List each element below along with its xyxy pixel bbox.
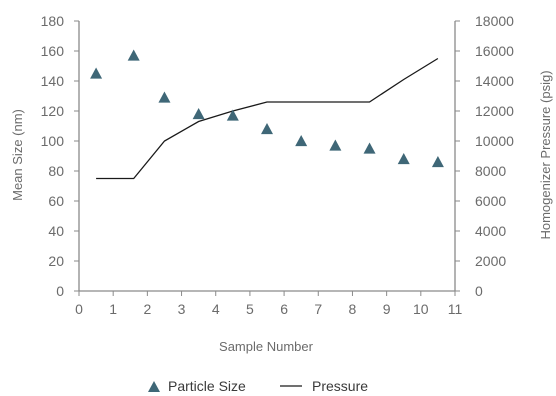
y-tick-label: 160 [41,43,65,59]
legend: Particle Size Pressure [148,378,368,394]
y2-tick-label: 6000 [475,193,506,209]
y2-tick-label: 16000 [475,43,514,59]
x-tick-label: 10 [413,301,429,317]
particle-size-point [192,108,205,120]
x-axis-title: Sample Number [219,339,314,354]
x-axis-ticks: 0 1 2 3 4 5 6 7 8 9 10 11 [75,291,462,317]
particle-size-point [329,139,342,151]
particle-size-point [226,109,239,121]
y-tick-label: 180 [41,13,65,29]
y-tick-label: 100 [41,133,65,149]
x-tick-label: 1 [109,301,117,317]
y-tick-label: 60 [48,193,64,209]
y-tick-label: 20 [48,253,64,269]
axes [78,21,456,292]
y-tick-label: 140 [41,73,65,89]
y2-tick-label: 4000 [475,223,506,239]
x-tick-label: 8 [349,301,357,317]
y2-tick-label: 14000 [475,73,514,89]
x-tick-label: 2 [143,301,151,317]
x-tick-label: 11 [448,301,463,317]
y-tick-label: 40 [48,223,64,239]
y2-tick-label: 0 [475,283,483,299]
particle-size-point [261,123,273,135]
particle-size-point [431,156,444,168]
particle-size-point [90,67,103,79]
pressure-line [96,57,439,180]
particle-size-point [127,49,140,61]
y-tick-label: 0 [56,283,64,299]
legend-label-pressure: Pressure [312,378,368,394]
particle-size-point [295,135,308,147]
y-axis-left-ticks: 0 20 40 60 80 100 120 140 160 180 [41,13,79,299]
x-tick-label: 9 [383,301,391,317]
particle-size-point [363,142,376,154]
y-tick-label: 120 [41,103,65,119]
x-tick-label: 6 [280,301,288,317]
y2-tick-label: 18000 [475,13,514,29]
pressure-series [96,57,439,180]
y-tick-label: 80 [48,163,64,179]
y2-tick-label: 12000 [475,103,514,119]
y-axis-right-ticks: 0 2000 4000 6000 8000 10000 12000 14000 16000 180… [455,13,514,299]
particle-size-point [158,91,171,103]
legend-triangle-marker [148,381,160,392]
x-tick-label: 4 [212,301,220,317]
y-axis-right-title: Homogenizer Pressure (psig) [538,70,553,239]
y-axis-left-title: Mean Size (nm) [10,109,25,201]
y2-tick-label: 10000 [475,133,514,149]
x-tick-label: 7 [314,301,322,317]
particle-size-point [397,153,410,165]
y2-tick-label: 8000 [475,163,506,179]
x-tick-label: 0 [75,301,83,317]
x-tick-label: 3 [178,301,186,317]
x-tick-label: 5 [246,301,254,317]
legend-label-particle-size: Particle Size [168,378,246,394]
particle-size-series [90,49,444,168]
y2-tick-label: 2000 [475,253,506,269]
